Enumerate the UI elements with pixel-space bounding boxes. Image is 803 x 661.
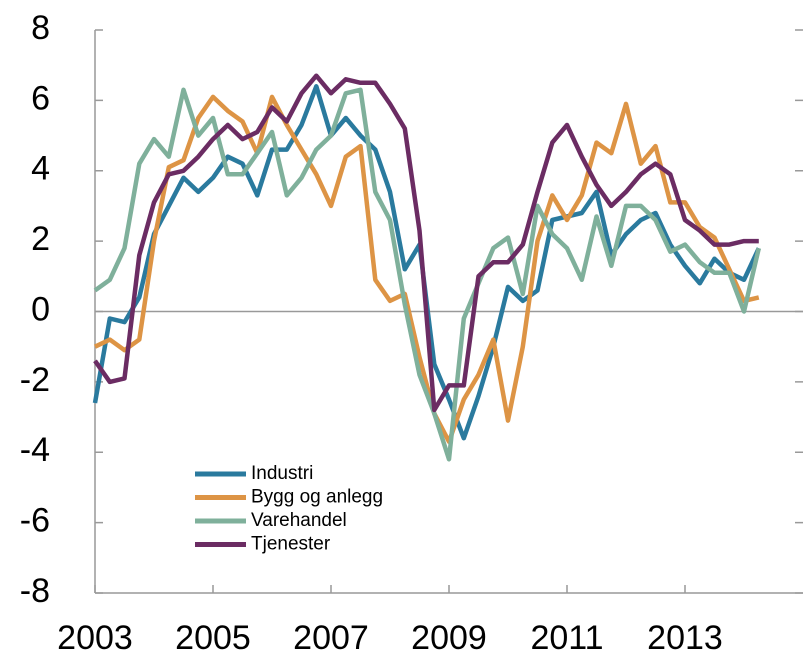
x-tick-label: 2011 <box>530 619 603 657</box>
y-tick-label: -8 <box>20 572 50 610</box>
x-tick-label: 2009 <box>411 619 487 657</box>
y-tick-label: 6 <box>31 79 50 117</box>
y-tick-label: -2 <box>20 361 50 399</box>
series-line <box>94 94 760 444</box>
x-tick-label: 2013 <box>647 619 723 657</box>
series-line <box>93 73 759 413</box>
legend-label: Tjenester <box>251 534 331 555</box>
legend-label: Varehandel <box>251 510 347 531</box>
y-tick-label: 4 <box>31 150 50 188</box>
y-tick-label: 2 <box>31 220 50 258</box>
y-tick-label: -4 <box>20 431 50 469</box>
x-tick-label: 2003 <box>57 619 133 657</box>
y-tick-label: 0 <box>31 290 50 328</box>
y-tick-label: 8 <box>31 9 50 47</box>
series-line <box>93 87 761 462</box>
y-tick-label: -6 <box>20 502 50 540</box>
x-tick-label: 2005 <box>175 619 251 657</box>
legend-label: Bygg og anlegg <box>251 487 383 508</box>
x-tick-label: 2007 <box>293 619 369 657</box>
legend-label: Industri <box>251 463 313 484</box>
